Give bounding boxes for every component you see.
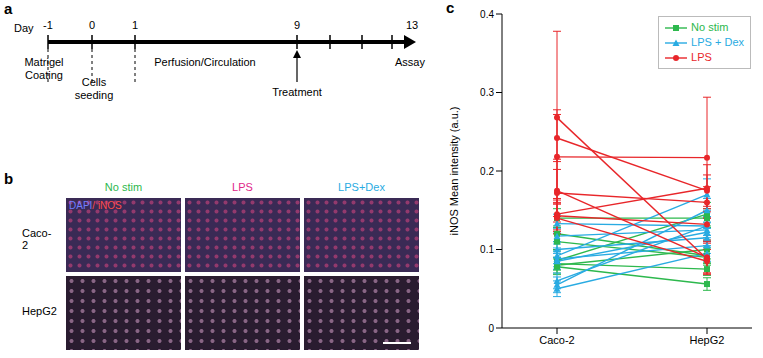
svg-text:HepG2: HepG2 <box>690 334 725 346</box>
html-text:HepG2: HepG2 <box>22 305 57 317</box>
svg-text:0: 0 <box>89 19 95 31</box>
svg-text:0.1: 0.1 <box>480 244 494 255</box>
svg-text:0: 0 <box>488 323 494 334</box>
svg-text:MatrigelCoating: MatrigelCoating <box>24 56 63 81</box>
html-text:DAPI / iNOS: DAPI / iNOS <box>69 200 122 211</box>
svg-text:a: a <box>4 0 13 17</box>
svg-text:0.2: 0.2 <box>480 166 494 177</box>
svg-text:Caco-2: Caco-2 <box>539 334 574 346</box>
html-text:Caco-2: Caco-2 <box>22 227 52 251</box>
svg-text:iNOS Mean intensity (a.u.): iNOS Mean intensity (a.u.) <box>448 107 460 236</box>
html-text:b: b <box>4 170 14 187</box>
svg-text:9: 9 <box>294 19 300 31</box>
svg-text:0.4: 0.4 <box>480 9 494 20</box>
svg-text:Perfusion/Circulation: Perfusion/Circulation <box>154 56 256 68</box>
svg-text:-1: -1 <box>43 19 53 31</box>
svg-text:0.3: 0.3 <box>480 87 494 98</box>
html-text:LPS: LPS <box>691 51 712 63</box>
svg-text:Assay: Assay <box>395 56 425 68</box>
html-text:LPS+Dex: LPS+Dex <box>338 181 385 193</box>
svg-text:13: 13 <box>406 19 418 31</box>
html-text:LPS: LPS <box>232 181 253 193</box>
html-text:No stim: No stim <box>104 181 143 193</box>
html-text:c: c <box>446 0 455 16</box>
svg-text:Day: Day <box>14 22 34 34</box>
html-text:LPS + Dex: LPS + Dex <box>691 36 744 48</box>
html-text:No stim: No stim <box>691 21 729 33</box>
svg-text:Cellsseeding: Cellsseeding <box>75 76 114 101</box>
svg-text:Treatment: Treatment <box>272 86 322 98</box>
svg-text:1: 1 <box>132 19 138 31</box>
